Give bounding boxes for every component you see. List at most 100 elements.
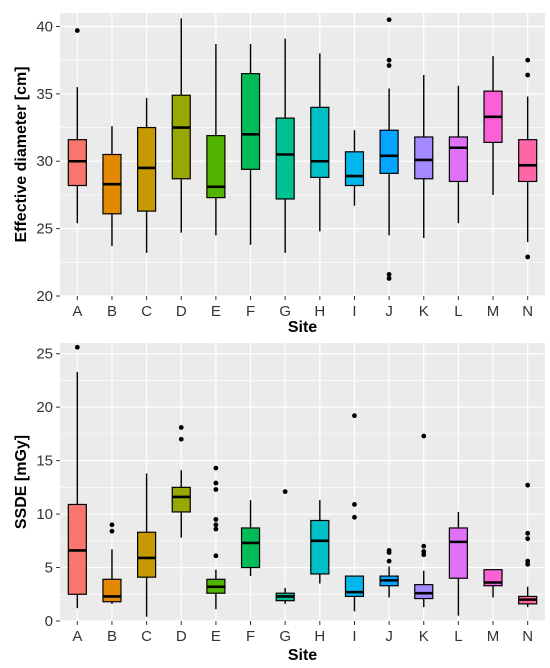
outlier-point	[386, 17, 392, 23]
box-H	[310, 500, 330, 584]
y-tick-label: 20	[36, 288, 53, 305]
box-E	[206, 465, 226, 610]
y-tick-label: 35	[36, 86, 53, 103]
outlier-point	[525, 254, 531, 260]
outlier-point	[74, 344, 80, 350]
outlier-point	[213, 487, 219, 492]
box-M	[483, 56, 503, 195]
iqr-box	[448, 527, 468, 579]
iqr-box	[67, 139, 87, 187]
y-axis-title: Effective diameter [cm]	[13, 66, 30, 242]
x-tick-label: H	[314, 303, 325, 320]
x-tick-label: E	[211, 628, 221, 645]
box-J	[379, 548, 399, 598]
outlier-point	[352, 514, 357, 520]
box-F	[240, 500, 261, 577]
iqr-box	[310, 519, 330, 575]
plot-background	[60, 13, 545, 296]
y-tick-label: 25	[36, 221, 53, 238]
x-tick-label: K	[419, 628, 429, 645]
outlier-point	[386, 57, 392, 63]
x-axis-title: Site	[288, 319, 317, 336]
x-tick-label: N	[522, 628, 533, 645]
x-tick-label: J	[385, 628, 393, 645]
outlier-point	[109, 528, 115, 534]
x-tick-label: D	[176, 303, 187, 320]
x-tick-label: G	[279, 628, 291, 645]
outlier-point	[213, 480, 219, 486]
iqr-box	[102, 578, 122, 603]
box-I	[344, 413, 365, 612]
x-tick-label: I	[352, 628, 356, 645]
box-A	[67, 344, 87, 609]
outlier-point	[178, 425, 184, 430]
outlier-point	[213, 522, 219, 528]
outlier-point	[352, 413, 357, 419]
box-C	[137, 97, 157, 253]
outlier-point	[213, 553, 219, 559]
x-tick-label: E	[211, 303, 221, 320]
x-tick-label: C	[141, 303, 152, 320]
y-tick-label: 15	[36, 453, 53, 470]
outlier-point	[525, 561, 531, 567]
iqr-box	[206, 135, 226, 199]
box-D	[171, 18, 191, 233]
box-K	[414, 433, 434, 608]
iqr-box	[240, 527, 261, 569]
outlier-point	[109, 522, 115, 528]
box-I	[344, 130, 365, 206]
x-tick-label: F	[246, 303, 255, 320]
y-tick-label: 5	[45, 560, 53, 577]
outlier-point	[525, 530, 531, 536]
outlier-point	[525, 482, 531, 488]
x-tick-label: A	[72, 303, 82, 320]
x-tick-label: N	[522, 303, 533, 320]
box-C	[137, 473, 157, 617]
outlier-point	[421, 433, 427, 439]
box-H	[310, 53, 330, 232]
x-tick-label: D	[176, 628, 187, 645]
outlier-point	[525, 72, 531, 78]
box-N	[518, 482, 538, 608]
chart-panel-2: 0 5 10 15 20 25 A B C D E F G H I J K L M N Site SSDE [mGy]	[13, 343, 545, 664]
outlier-point	[386, 276, 392, 281]
y-tick-label: 10	[36, 506, 53, 523]
x-tick-label: A	[72, 628, 82, 645]
box-B	[102, 522, 122, 604]
outlier-point	[282, 489, 288, 495]
outlier-point	[352, 502, 357, 507]
x-tick-label: L	[454, 628, 462, 645]
box-F	[240, 43, 261, 245]
iqr-box	[448, 136, 468, 183]
x-tick-label: C	[141, 628, 152, 645]
outlier-point	[74, 28, 80, 33]
outlier-point	[213, 465, 219, 471]
outlier-point	[386, 272, 392, 277]
x-tick-label: H	[314, 628, 325, 645]
x-tick-label: L	[454, 303, 462, 320]
outlier-point	[386, 550, 392, 555]
y-tick-label: 25	[36, 346, 53, 363]
x-tick-label: B	[107, 628, 117, 645]
box-K	[414, 74, 434, 239]
box-D	[171, 425, 191, 538]
outlier-point	[178, 436, 184, 442]
box-L	[448, 85, 468, 224]
outlier-point	[386, 63, 392, 68]
x-tick-label: F	[246, 628, 255, 645]
box-M	[483, 569, 503, 598]
y-axis-title: SSDE [mGy]	[13, 435, 30, 529]
chart-panel-1: 20 25 30 35 40 A B C D E F G H I J K L M N Site Effective di…	[13, 13, 545, 336]
iqr-box	[414, 584, 434, 600]
plot-background	[60, 343, 545, 621]
iqr-box	[137, 126, 157, 212]
outlier-point	[386, 558, 392, 564]
outlier-point	[525, 57, 531, 63]
x-tick-label: G	[279, 303, 291, 320]
iqr-box	[414, 136, 434, 180]
box-G	[275, 489, 295, 604]
outlier-point	[525, 536, 531, 542]
box-B	[102, 126, 122, 247]
x-tick-label: J	[385, 303, 393, 320]
